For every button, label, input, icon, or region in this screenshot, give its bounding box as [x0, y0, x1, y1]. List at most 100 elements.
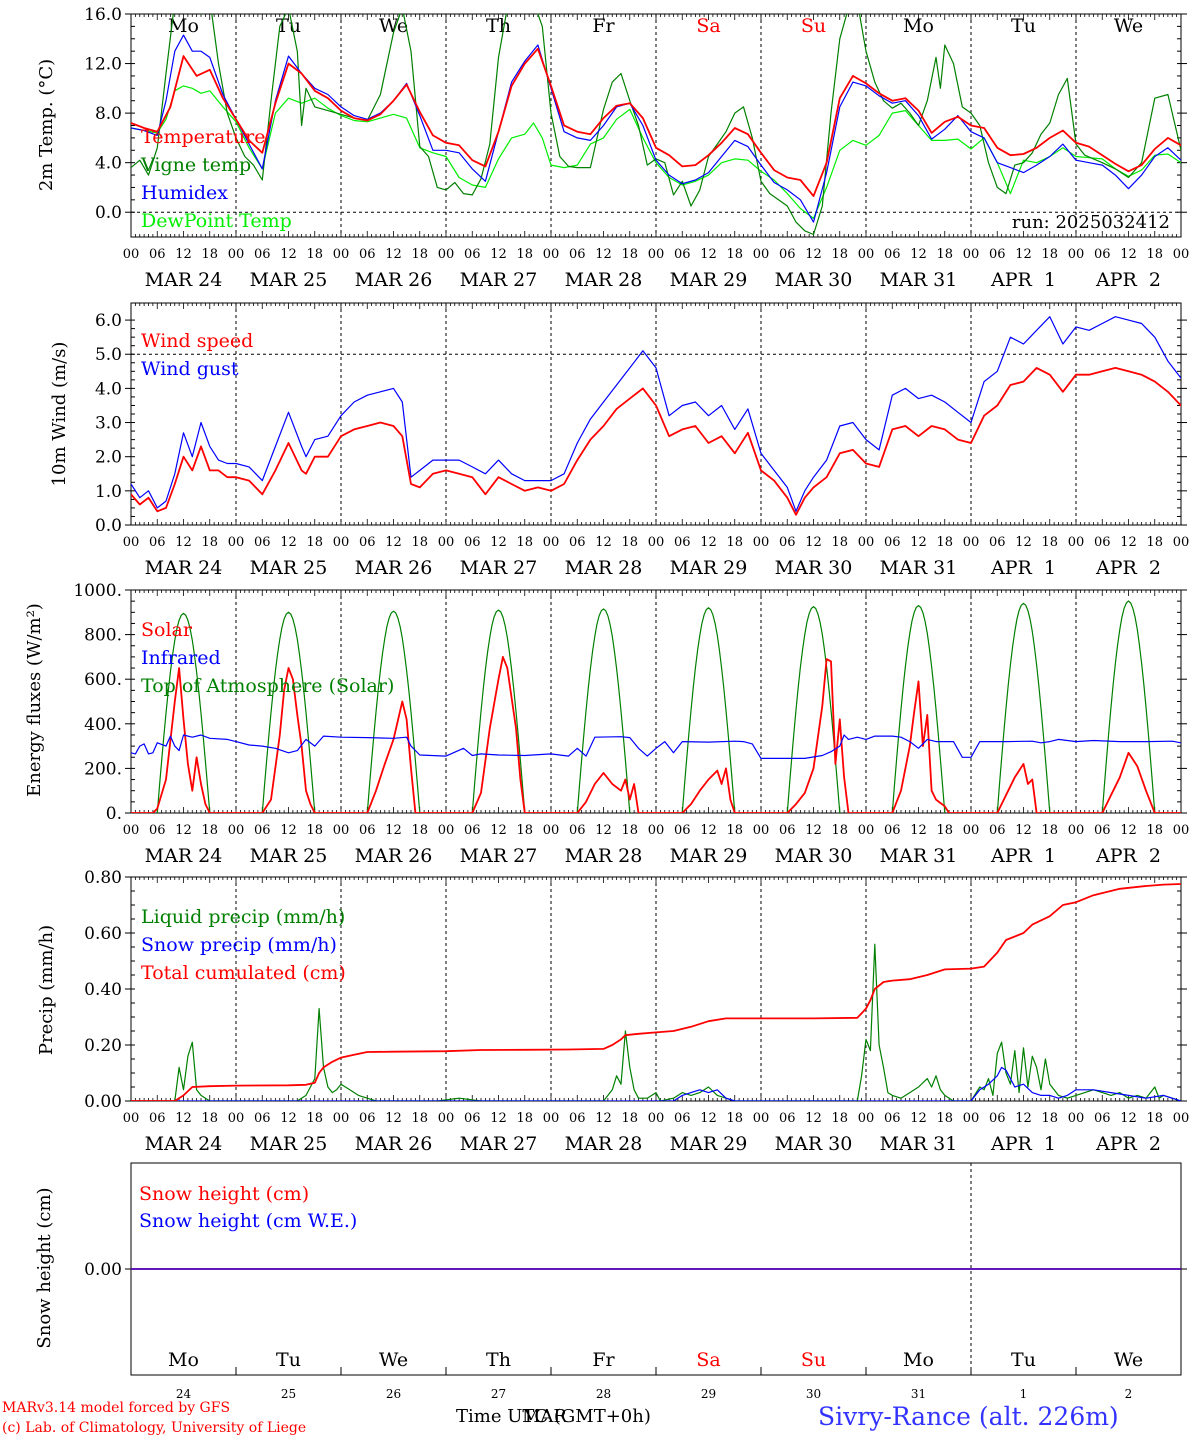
x-hour-label: 12 [175, 535, 192, 550]
x-hour-label: 12 [175, 1111, 192, 1126]
x-hour-label: 06 [674, 535, 691, 550]
x-hour-label: 12 [385, 823, 402, 838]
time-axis-label: Time UTC (GMT+0h) [456, 1406, 651, 1427]
x-hour-label: 12 [700, 535, 717, 550]
day-number-label: 24 [176, 1387, 192, 1401]
x-date-label: MAR 28 [565, 845, 643, 867]
x-hour-label: 18 [726, 247, 743, 262]
x-hour-label: 06 [569, 535, 586, 550]
day-name-label: Sa [696, 1349, 720, 1371]
x-hour-label: 06 [254, 535, 271, 550]
x-hour-label: 12 [805, 247, 822, 262]
x-hour-label: 12 [700, 823, 717, 838]
x-hour-label: 18 [936, 1111, 953, 1126]
x-hour-label: 00 [228, 535, 245, 550]
x-hour-label: 12 [490, 1111, 507, 1126]
x-date-label: MAR 28 [565, 269, 643, 291]
x-hour-label: 06 [674, 247, 691, 262]
y-tick-label: 0.00 [84, 1260, 122, 1280]
day-name-label: Mo [168, 15, 199, 37]
x-hour-label: 00 [543, 247, 560, 262]
x-hour-label: 00 [438, 1111, 455, 1126]
x-hour-label: 12 [175, 823, 192, 838]
x-hour-label: 12 [1015, 1111, 1032, 1126]
x-hour-label: 06 [359, 247, 376, 262]
x-date-label: MAR 24 [145, 557, 223, 579]
y-axis-label: Precip (mm/h) [36, 925, 57, 1055]
x-hour-label: 00 [1068, 535, 1085, 550]
y-tick-label: 0.00 [84, 1092, 122, 1112]
x-hour-label: 00 [963, 1111, 980, 1126]
x-hour-label: 00 [228, 1111, 245, 1126]
panel-2: 0.0 1.0 2.0 3.0 4.0 5.0 6.0 10m Wind (m/s) 00 06 1… [49, 302, 1189, 579]
x-hour-label: 18 [411, 1111, 428, 1126]
x-date-label: MAR 30 [775, 1133, 853, 1155]
legend-entry: Liquid precip (mm/h) [141, 906, 345, 928]
x-hour-label: 06 [779, 1111, 796, 1126]
series-humidex [131, 34, 1181, 223]
y-tick-label: 16.0 [84, 5, 122, 25]
x-date-label: MAR 25 [250, 269, 328, 291]
x-hour-label: 12 [910, 247, 927, 262]
day-name-label: Sa [696, 15, 720, 37]
x-hour-label: 18 [726, 1111, 743, 1126]
x-hour-label: 00 [753, 247, 770, 262]
x-hour-label: 18 [621, 535, 638, 550]
x-date-label: APR 1 [990, 269, 1056, 291]
x-hour-label: 00 [1068, 247, 1085, 262]
day-name-label: We [1114, 1349, 1143, 1371]
series-total-cumulated-cm [131, 883, 1181, 1101]
x-hour-label: 18 [1146, 247, 1163, 262]
legend-entry: Total cumulated (cm) [141, 962, 346, 984]
x-hour-label: 06 [254, 247, 271, 262]
day-number-label: 31 [911, 1387, 926, 1401]
day-name-label: Mo [168, 1349, 199, 1371]
x-hour-label: 00 [333, 823, 350, 838]
x-hour-label: 00 [438, 247, 455, 262]
day-name-label: Th [486, 1349, 511, 1371]
day-number-label: 27 [491, 1387, 506, 1401]
x-hour-label: 12 [490, 247, 507, 262]
x-hour-label: 18 [516, 1111, 533, 1126]
x-hour-label: 18 [831, 823, 848, 838]
day-name-label: Fr [592, 15, 615, 37]
x-date-label: APR 1 [990, 845, 1056, 867]
y-tick-label: 1.0 [95, 482, 122, 502]
legend-entry: Humidex [141, 182, 228, 204]
x-date-label: MAR 30 [775, 845, 853, 867]
x-hour-label: 18 [1041, 535, 1058, 550]
x-date-label: MAR 29 [670, 845, 748, 867]
x-date-label: MAR 31 [880, 269, 958, 291]
y-tick-label: 800. [84, 626, 122, 646]
x-hour-label: 18 [936, 535, 953, 550]
y-tick-label: 5.0 [95, 345, 122, 365]
x-hour-label: 12 [595, 823, 612, 838]
x-hour-label: 00 [123, 823, 140, 838]
x-hour-label: 00 [858, 1111, 875, 1126]
day-number-label: 25 [281, 1387, 296, 1401]
x-hour-label: 06 [149, 1111, 166, 1126]
x-hour-label: 00 [648, 1111, 665, 1126]
x-hour-label: 00 [858, 247, 875, 262]
x-date-label: MAR 24 [145, 845, 223, 867]
x-hour-label: 00 [228, 823, 245, 838]
x-hour-label: 12 [910, 535, 927, 550]
x-hour-label: 00 [648, 823, 665, 838]
x-date-label: MAR 27 [460, 845, 538, 867]
x-date-label: MAR 29 [670, 1133, 748, 1155]
x-hour-label: 06 [569, 247, 586, 262]
panel-1: 0.0 4.0 8.0 12.0 16.0 2m Temp. (°C) 00 06 12 18 00… [36, 5, 1189, 291]
x-hour-label: 06 [989, 247, 1006, 262]
y-tick-label: 4.0 [95, 154, 122, 174]
x-hour-label: 06 [149, 247, 166, 262]
x-hour-label: 06 [674, 1111, 691, 1126]
x-hour-label: 00 [543, 1111, 560, 1126]
day-number-label: 28 [596, 1387, 611, 1401]
x-hour-label: 12 [1120, 247, 1137, 262]
plot-area [131, 14, 1181, 236]
x-hour-label: 12 [595, 1111, 612, 1126]
y-tick-label: 6.0 [95, 311, 122, 331]
x-hour-label: 12 [595, 247, 612, 262]
day-name-label: Tu [1011, 1349, 1036, 1371]
run-label: run: 2025032412 [1012, 212, 1170, 233]
